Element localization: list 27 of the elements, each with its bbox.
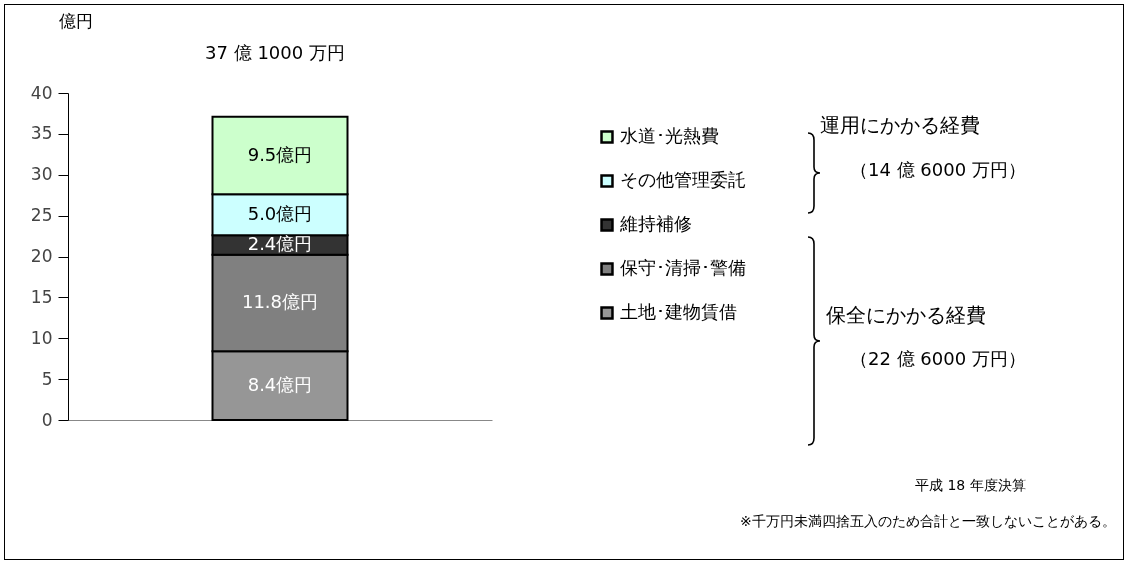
- y-tick-label: 40: [30, 82, 53, 103]
- legend-label: 保守･清掃･警備: [620, 257, 746, 278]
- data-label: 2.4億円: [247, 233, 313, 255]
- text: 保全にかかる経費: [826, 302, 986, 329]
- data-label: 9.5億円: [247, 143, 313, 165]
- chart-title: 37 億 1000 万円: [205, 42, 345, 63]
- y-tick-label: 20: [30, 246, 53, 266]
- legend-label: 土地･建物賃借: [620, 301, 737, 322]
- text: 運用にかかる経費: [820, 112, 980, 139]
- data-label: 8.4億円: [247, 373, 313, 395]
- y-tick-label: 15: [30, 286, 53, 307]
- text: 平成 18 年度決算: [915, 477, 1026, 495]
- y-axis-title: 億円: [58, 10, 93, 31]
- y-tick-label: 25: [30, 205, 53, 226]
- y-tick-label: 35: [30, 123, 53, 144]
- text: （14 億 6000 万円）: [850, 158, 1026, 182]
- text: （22 億 6000 万円）: [850, 347, 1026, 371]
- data-label: 11.8億円: [241, 291, 319, 313]
- text: ※千万円未満四捨五入のため合計と一致しないことがある。: [740, 513, 1116, 531]
- y-tick-label: 0: [41, 409, 53, 430]
- y-tick-label: 5: [41, 368, 53, 389]
- data-label: 5.0億円: [247, 202, 313, 224]
- legend-label: 水道･光熱費: [620, 125, 719, 146]
- y-tick-label: 30: [30, 164, 53, 185]
- y-tick-label: 10: [30, 327, 53, 348]
- legend-label: その他管理委託: [620, 169, 746, 190]
- legend-label: 維持補修: [619, 213, 692, 234]
